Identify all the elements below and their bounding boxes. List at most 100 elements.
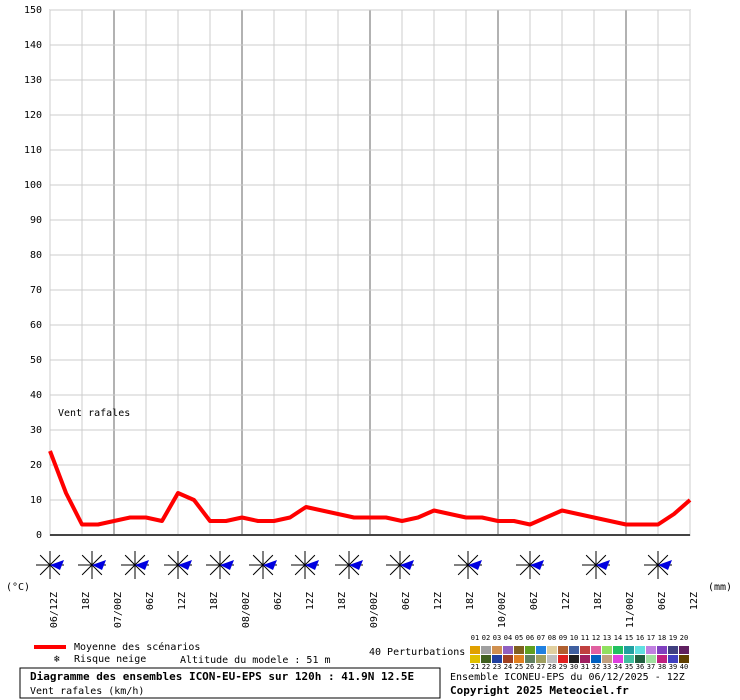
rose-petal [349, 560, 363, 570]
perturbation-label: 23 [493, 663, 501, 671]
rose-ray [124, 554, 136, 566]
rose-ray [219, 554, 231, 566]
y-tick-label: 150 [24, 5, 42, 16]
x-tick-label: 08/00Z [241, 592, 252, 628]
footer-title: Diagramme des ensembles ICON-EU-EPS sur … [30, 670, 414, 683]
rose-petal [468, 560, 482, 570]
rose-ray [304, 554, 316, 566]
perturbation-label: 01 [471, 634, 479, 642]
y-tick-label: 50 [30, 355, 42, 366]
rose-ray [657, 554, 669, 566]
perturbation-label: 27 [537, 663, 545, 671]
rose-ray [219, 564, 231, 576]
perturbation-label: 03 [493, 634, 501, 642]
perturbation-swatch [470, 655, 480, 663]
x-tick-label: 09/00Z [369, 592, 380, 628]
rose-ray [519, 564, 531, 576]
perturbation-swatch [624, 655, 634, 663]
y-tick-label: 0 [36, 530, 42, 541]
rose-ray [457, 554, 469, 566]
rose-ray [294, 554, 306, 566]
wind-rose [206, 551, 234, 579]
perturbation-swatch [536, 655, 546, 663]
rose-ray [167, 554, 179, 566]
rose-petal [400, 560, 414, 570]
perturbation-label: 34 [614, 663, 622, 671]
rose-ray [49, 564, 61, 576]
y-tick-label: 10 [30, 495, 42, 506]
rose-petal [220, 560, 234, 570]
perturbation-swatch [569, 646, 579, 654]
perturbation-label: 30 [570, 663, 578, 671]
wind-rose [78, 551, 106, 579]
perturbation-label: 18 [658, 634, 666, 642]
rose-ray [595, 554, 607, 566]
rose-ray [134, 554, 146, 566]
x-tick-label: 18Z [337, 592, 348, 610]
rose-ray [585, 564, 597, 576]
perturbation-label: 11 [581, 634, 589, 642]
rose-ray [657, 564, 669, 576]
perturbation-swatch [536, 646, 546, 654]
rose-ray [457, 564, 469, 576]
perturbation-label: 33 [603, 663, 611, 671]
perturbation-label: 04 [504, 634, 512, 642]
perturbation-swatch [525, 646, 535, 654]
rose-petal [530, 560, 544, 570]
perturbation-swatch [613, 646, 623, 654]
perturbation-label: 36 [636, 663, 644, 671]
x-tick-label: 06/12Z [49, 592, 60, 628]
y-tick-label: 120 [24, 110, 42, 121]
rose-ray [209, 554, 221, 566]
wind-rose [582, 551, 610, 579]
perturbation-label: 24 [504, 663, 512, 671]
perturbation-label: 19 [669, 634, 677, 642]
footer-subtitle: Vent rafales (km/h) [30, 686, 144, 697]
perturbation-swatch [657, 655, 667, 663]
wind-rose [454, 551, 482, 579]
annotation: Vent rafales [58, 408, 130, 419]
x-tick-label: 18Z [81, 592, 92, 610]
perturbation-label: 29 [559, 663, 567, 671]
perturbation-swatch [514, 646, 524, 654]
series-line [48, 450, 692, 527]
rose-ray [338, 554, 350, 566]
perturbation-swatch [657, 646, 667, 654]
perturbation-label: 39 [669, 663, 677, 671]
rose-ray [348, 564, 360, 576]
snow-label: Risque neige [74, 654, 146, 665]
snow-icon: ❄ [54, 654, 61, 665]
perturbation-swatch [580, 646, 590, 654]
rose-petal [305, 560, 319, 570]
right-unit: (mm) [708, 582, 732, 593]
perturbation-swatch [591, 646, 601, 654]
perturbation-swatch [569, 655, 579, 663]
y-tick-label: 110 [24, 145, 42, 156]
perturbation-label: 07 [537, 634, 545, 642]
x-tick-label: 10/00Z [497, 592, 508, 628]
rose-ray [467, 554, 479, 566]
perturbation-swatch [646, 655, 656, 663]
run-info: Ensemble ICONEU-EPS du 06/12/2025 - 12Z [450, 672, 685, 683]
perturbation-swatch [547, 655, 557, 663]
perturbation-swatch [668, 646, 678, 654]
perturbation-label: 21 [471, 663, 479, 671]
rose-ray [91, 554, 103, 566]
wind-rose [121, 551, 149, 579]
y-tick-label: 80 [30, 250, 42, 261]
perturbation-swatch [602, 655, 612, 663]
x-tick-label: 12Z [177, 592, 188, 610]
perturbation-swatch [624, 646, 634, 654]
rose-ray [647, 564, 659, 576]
rose-ray [529, 554, 541, 566]
perturbation-swatch [503, 646, 513, 654]
perturbation-label: 25 [515, 663, 523, 671]
perturbation-label: 12 [592, 634, 600, 642]
x-tick-label: 12Z [689, 592, 700, 610]
rose-ray [124, 564, 136, 576]
wind-rose [516, 551, 544, 579]
x-tick-label: 06Z [529, 592, 540, 610]
perturbation-swatch [547, 646, 557, 654]
rose-ray [81, 554, 93, 566]
